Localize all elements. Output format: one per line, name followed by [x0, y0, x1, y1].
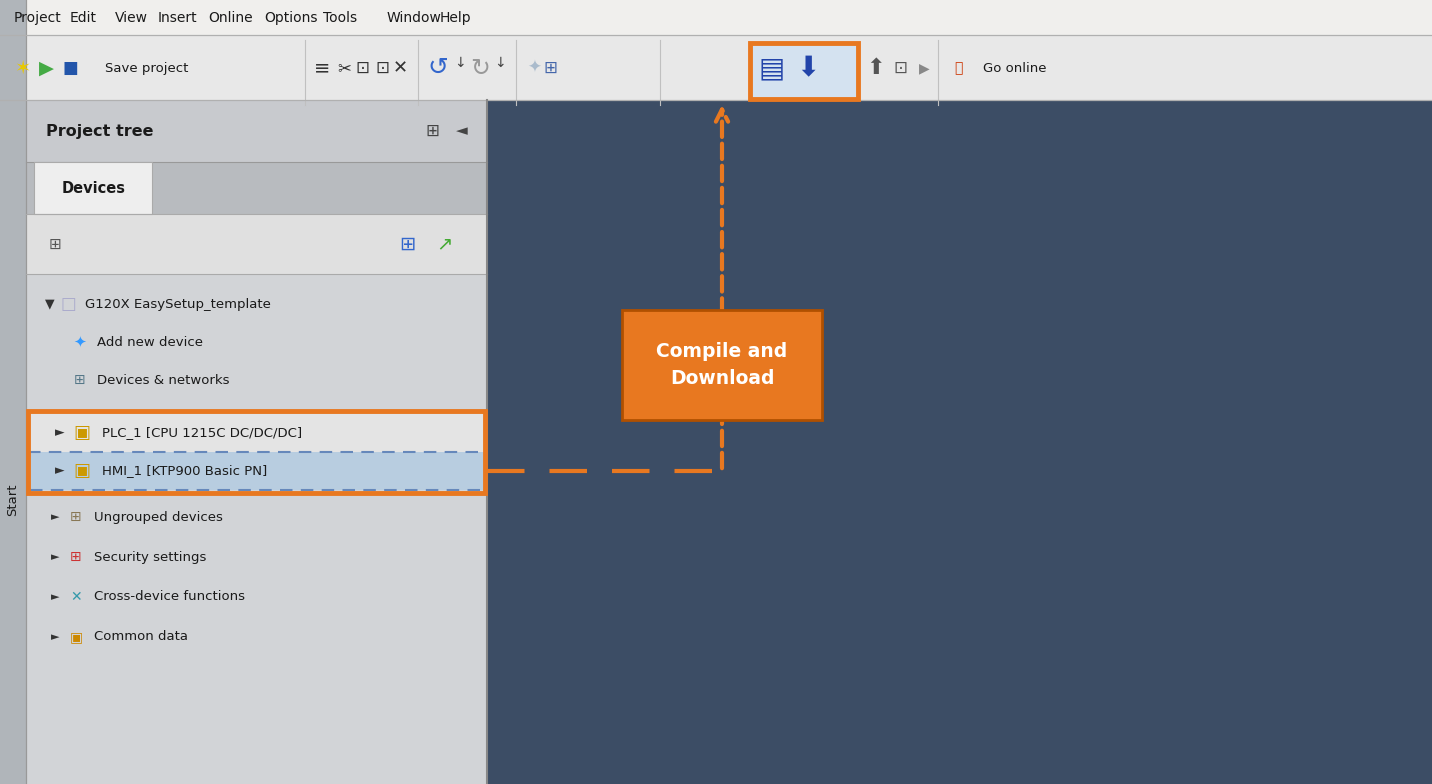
Text: ▶: ▶: [39, 59, 53, 78]
Text: ▣: ▣: [73, 424, 90, 442]
Bar: [29, 452, 485, 490]
Bar: [34, 162, 152, 214]
Text: ⊞: ⊞: [400, 234, 415, 253]
Text: ▤: ▤: [759, 54, 785, 82]
Text: Compile and
Download: Compile and Download: [656, 343, 788, 388]
Text: ⊡: ⊡: [894, 59, 906, 77]
Text: Start: Start: [7, 484, 20, 516]
Text: Common data: Common data: [95, 630, 188, 644]
Text: Devices & networks: Devices & networks: [97, 373, 229, 387]
Text: Options: Options: [263, 10, 318, 24]
Text: ≡: ≡: [314, 59, 331, 78]
Bar: [29, 452, 485, 490]
Text: □: □: [60, 295, 76, 313]
Bar: [0, 0, 1432, 35]
Bar: [0, 0, 26, 784]
Text: ⊞: ⊞: [74, 373, 86, 387]
Text: Go online: Go online: [982, 61, 1047, 74]
Text: Project tree: Project tree: [46, 124, 153, 139]
Text: ↗: ↗: [435, 234, 453, 253]
Text: ▶: ▶: [919, 61, 929, 75]
Text: ⊞: ⊞: [70, 510, 82, 524]
Bar: [29, 411, 485, 493]
Text: ►: ►: [56, 426, 64, 440]
Text: View: View: [115, 10, 147, 24]
Text: Add new device: Add new device: [97, 336, 203, 349]
Text: ✂: ✂: [337, 59, 351, 77]
Text: ⊞: ⊞: [425, 122, 440, 140]
Text: ►: ►: [50, 512, 59, 522]
Text: ⬇: ⬇: [796, 54, 819, 82]
Bar: [487, 0, 1432, 784]
Text: ⊡: ⊡: [375, 59, 390, 77]
Text: Project: Project: [14, 10, 62, 24]
Bar: [29, 414, 485, 452]
Text: ↓: ↓: [494, 56, 505, 70]
Text: ▼: ▼: [46, 297, 54, 310]
Text: ▣: ▣: [69, 630, 83, 644]
Text: ✕: ✕: [392, 59, 408, 77]
Text: ►: ►: [50, 592, 59, 602]
Text: ⊞: ⊞: [49, 237, 62, 252]
Text: ✦: ✦: [527, 59, 541, 77]
Text: Cross-device functions: Cross-device functions: [95, 590, 245, 604]
Text: ↻: ↻: [470, 56, 490, 80]
Text: ►: ►: [56, 464, 64, 477]
Text: ▣: ▣: [73, 462, 90, 480]
Text: ↺: ↺: [428, 56, 448, 80]
Bar: [26, 214, 487, 274]
Text: ⊞: ⊞: [70, 550, 82, 564]
Text: Devices: Devices: [62, 180, 126, 195]
Text: ⬆: ⬆: [866, 58, 885, 78]
Text: ↓: ↓: [454, 56, 465, 70]
Text: Save project: Save project: [105, 61, 189, 74]
Text: ✕: ✕: [70, 590, 82, 604]
Text: 🔴: 🔴: [954, 61, 962, 75]
Bar: [26, 100, 487, 162]
Bar: [0, 0, 1432, 100]
Text: Help: Help: [440, 10, 471, 24]
Text: ►: ►: [50, 632, 59, 642]
Bar: [750, 43, 858, 99]
Text: HMI_1 [KTP900 Basic PN]: HMI_1 [KTP900 Basic PN]: [102, 464, 268, 477]
Text: ►: ►: [50, 552, 59, 562]
Bar: [621, 310, 822, 420]
Text: ◄: ◄: [457, 124, 468, 139]
Text: ■: ■: [62, 59, 77, 77]
Text: ⊞: ⊞: [543, 59, 557, 77]
Text: Security settings: Security settings: [95, 550, 206, 564]
Text: Window: Window: [387, 10, 442, 24]
Text: G120X EasySetup_template: G120X EasySetup_template: [84, 297, 271, 310]
Text: Insert: Insert: [158, 10, 198, 24]
Bar: [0, 0, 487, 784]
Text: Tools: Tools: [324, 10, 357, 24]
Text: ✦: ✦: [73, 335, 86, 350]
Text: PLC_1 [CPU 1215C DC/DC/DC]: PLC_1 [CPU 1215C DC/DC/DC]: [102, 426, 302, 440]
Text: ⊡: ⊡: [355, 59, 369, 77]
Text: Ungrouped devices: Ungrouped devices: [95, 510, 223, 524]
Bar: [26, 274, 487, 784]
Text: Edit: Edit: [70, 10, 97, 24]
Text: Online: Online: [208, 10, 252, 24]
Text: ✶: ✶: [14, 59, 30, 78]
